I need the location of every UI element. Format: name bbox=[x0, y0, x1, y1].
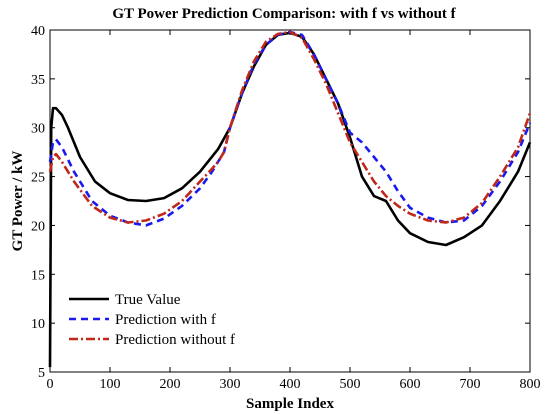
legend-label-0: True Value bbox=[115, 292, 181, 308]
y-tick-label: 5 bbox=[38, 366, 45, 381]
y-axis-label: GT Power / kW bbox=[10, 151, 26, 252]
y-tick-label: 35 bbox=[31, 73, 45, 88]
y-tick-label: 20 bbox=[31, 219, 45, 234]
y-tick-label: 25 bbox=[31, 171, 45, 186]
x-tick-label: 600 bbox=[400, 377, 421, 392]
x-tick-label: 300 bbox=[220, 377, 241, 392]
x-tick-label: 0 bbox=[47, 377, 54, 392]
x-axis-label: Sample Index bbox=[246, 396, 334, 412]
legend-label-1: Prediction with f bbox=[115, 312, 216, 328]
y-tick-label: 10 bbox=[31, 317, 45, 332]
series-line-2 bbox=[48, 30, 532, 224]
x-tick-label: 400 bbox=[280, 377, 301, 392]
y-tick-label: 30 bbox=[31, 122, 45, 137]
chart-title: GT Power Prediction Comparison: with f v… bbox=[112, 6, 456, 22]
x-tick-label: 700 bbox=[460, 377, 481, 392]
y-tick-label: 15 bbox=[31, 268, 45, 283]
x-tick-label: 100 bbox=[100, 377, 121, 392]
legend-label-2: Prediction without f bbox=[115, 332, 235, 348]
x-tick-label: 200 bbox=[160, 377, 181, 392]
axis-ticks: 0 100 200 300 400 500 600 700 800 5 10 15 20 25 30 35 40 bbox=[31, 24, 541, 392]
y-tick-label: 40 bbox=[31, 24, 45, 39]
x-tick-label: 500 bbox=[340, 377, 361, 392]
x-tick-label: 800 bbox=[520, 377, 541, 392]
legend: True Value Prediction with f Prediction wi… bbox=[69, 292, 235, 348]
series-layer bbox=[48, 30, 532, 368]
